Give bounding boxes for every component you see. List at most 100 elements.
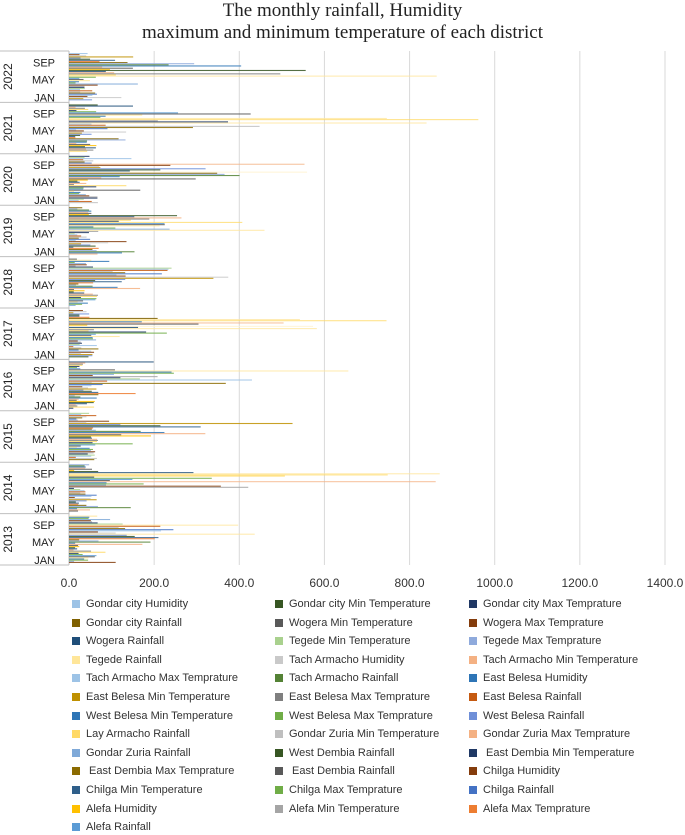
data-bar (69, 58, 91, 60)
data-bar (69, 138, 119, 140)
data-bar (69, 165, 100, 168)
legend-swatch (72, 767, 80, 776)
data-bar (69, 198, 84, 200)
legend-swatch (469, 786, 477, 794)
data-bar (69, 176, 120, 178)
data-bar (69, 531, 98, 533)
data-bar (69, 209, 90, 211)
data-bar (69, 521, 93, 523)
data-bar (69, 379, 252, 381)
year-bar-group (69, 310, 387, 358)
legend-label: Wogera Max Temprature (483, 616, 604, 629)
legend-swatch (469, 674, 477, 683)
data-bar (69, 258, 77, 260)
legend-swatch (275, 618, 283, 627)
month-label: JAN (34, 195, 55, 207)
data-bar (69, 159, 84, 161)
data-bar (69, 335, 120, 338)
month-label: MAY (32, 228, 56, 240)
x-tick-label: 0.0 (61, 576, 78, 590)
legend-swatch (469, 767, 477, 776)
year-label: 2018 (1, 269, 15, 296)
data-bar (69, 217, 182, 219)
data-bar (69, 544, 79, 547)
data-bar (69, 136, 76, 138)
data-bar (69, 111, 97, 113)
month-label: MAY (32, 485, 56, 497)
month-label: JAN (34, 246, 55, 258)
data-bar (69, 507, 131, 509)
data-bar (69, 312, 74, 314)
data-bar (69, 246, 74, 248)
legend-label: Chilga Max Temprature (289, 784, 403, 796)
data-bar (69, 377, 121, 379)
data-bar (69, 92, 96, 94)
data-bar (69, 229, 265, 231)
data-bar (69, 145, 97, 147)
data-bar (69, 54, 80, 56)
data-bar (69, 492, 81, 494)
data-bar (69, 188, 84, 190)
legend-swatch (275, 786, 283, 794)
data-bar (69, 137, 76, 139)
year-bar-group (69, 464, 440, 512)
data-bar (69, 264, 87, 266)
data-bar (69, 300, 84, 302)
legend-item: West Dembia Rainfall (275, 745, 395, 761)
data-bar (69, 189, 141, 191)
data-bar (69, 140, 88, 142)
data-bar (69, 319, 300, 321)
legend-item: Wogera Rainfall (72, 633, 164, 649)
data-bar (69, 64, 169, 66)
data-bar (69, 86, 85, 88)
data-bar (69, 557, 89, 559)
month-label: SEP (33, 520, 55, 532)
month-label: SEP (33, 366, 55, 378)
data-bar (69, 252, 122, 254)
month-label: MAY (32, 331, 56, 343)
data-bar (69, 170, 130, 172)
data-bar (69, 65, 242, 67)
data-bar (69, 269, 168, 271)
legend-label: East Dembia Max Temprature (86, 765, 235, 778)
data-bar (69, 202, 98, 204)
legend-swatch (72, 804, 80, 813)
data-bar (69, 160, 94, 162)
data-bar (69, 286, 118, 288)
data-bar (69, 399, 77, 401)
data-bar (69, 548, 78, 550)
data-bar (69, 71, 106, 73)
data-bar (69, 272, 126, 274)
data-bar (69, 113, 251, 115)
chart-title: The monthly rainfall, Humidity maximum a… (0, 0, 685, 44)
data-bar (69, 164, 171, 166)
data-bar (69, 128, 108, 130)
x-tick-label: 200.0 (139, 576, 169, 590)
legend-label: West Belesa Rainfall (483, 709, 585, 722)
year-label: 2022 (1, 63, 15, 90)
data-bar (69, 489, 81, 491)
data-bar (69, 370, 349, 372)
data-bar (69, 177, 102, 179)
legend-label: Chilga Min Temperature (86, 784, 203, 796)
x-tick-label: 800.0 (395, 576, 425, 590)
data-bar (69, 393, 136, 395)
data-bar (69, 550, 92, 552)
data-bar (69, 117, 387, 120)
data-bar (69, 62, 128, 64)
data-bar (69, 482, 107, 484)
data-bar (69, 208, 78, 210)
data-bar (69, 317, 158, 319)
month-label: SEP (33, 469, 55, 481)
data-bar (69, 232, 89, 234)
data-bar (69, 194, 86, 196)
data-bar (69, 351, 95, 353)
data-bar (69, 436, 91, 438)
legend-label: Gondar city Rainfall (86, 616, 182, 629)
year-bar-group (69, 155, 308, 204)
data-bar (69, 94, 93, 96)
data-bar (69, 516, 90, 518)
year-bar-group (69, 207, 265, 255)
data-bar (69, 97, 122, 99)
data-bar (69, 75, 437, 77)
